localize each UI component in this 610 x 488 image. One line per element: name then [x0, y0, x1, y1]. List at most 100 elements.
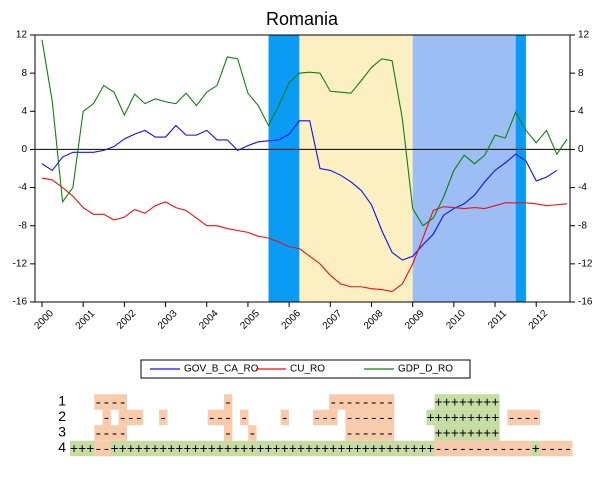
sign-cell	[450, 425, 460, 441]
sign-cell	[515, 409, 524, 426]
legend-label: GOV_B_CA_RO	[184, 364, 259, 375]
sign-cell	[102, 425, 111, 441]
y2-tick-label: -4	[578, 182, 587, 193]
sign-cell	[345, 425, 354, 441]
plot-frame	[34, 34, 571, 303]
sign-cell	[539, 440, 549, 457]
legend: GOV_B_CA_RO CU_RO GDP_D_RO	[140, 359, 471, 379]
y2-tick-label: 8	[578, 68, 584, 79]
y2-tick-label: 4	[578, 106, 584, 117]
sign-cell	[402, 440, 411, 457]
sign-cell	[515, 440, 524, 457]
row-label: 4	[58, 439, 66, 455]
sign-cell	[475, 440, 484, 457]
shaded-region	[412, 35, 516, 302]
sign-cell	[215, 440, 225, 457]
sign-cell	[466, 394, 476, 410]
sign-cell	[280, 409, 289, 426]
sign-cell	[491, 409, 500, 426]
sign-cell	[491, 394, 500, 410]
sign-cell	[223, 394, 233, 410]
legend-label: GDP_D_RO	[398, 364, 453, 375]
sign-cell	[248, 425, 257, 441]
chart-title: Romania	[266, 9, 339, 29]
sign-cell	[361, 425, 370, 441]
sign-cell	[434, 440, 443, 457]
sign-cell	[523, 440, 532, 457]
sign-cell	[483, 409, 492, 426]
sign-cell	[458, 425, 468, 441]
y-tick-label: -4	[18, 182, 27, 193]
sign-cell	[491, 425, 500, 441]
sign-cell	[369, 440, 379, 457]
x-tick-label: 2005	[238, 308, 262, 332]
sign-cell	[86, 440, 95, 457]
sign-cell	[556, 440, 565, 457]
row-signs: ---- - - ------ ++++++++	[70, 428, 572, 443]
sign-cell	[207, 409, 217, 426]
sign-cell	[499, 440, 508, 457]
sign-cell	[377, 394, 387, 410]
sign-cell	[321, 440, 330, 457]
sign-cell	[458, 394, 468, 410]
sign-cell	[94, 394, 103, 410]
y2-tick-label: -8	[578, 220, 587, 231]
sign-cell	[175, 440, 184, 457]
x-tick-label: 2006	[280, 308, 304, 332]
x-tick-label: 2000	[32, 308, 56, 332]
y-tick-label: -8	[18, 220, 27, 231]
sign-cell	[232, 440, 241, 457]
sign-cell	[288, 440, 298, 457]
legend-label: CU_RO	[290, 364, 325, 375]
sign-cell	[547, 440, 557, 457]
sign-cell	[418, 440, 427, 457]
shaded-region	[299, 35, 413, 302]
x-tick-label: 2007	[321, 308, 345, 332]
sign-cell	[199, 440, 208, 457]
sign-cell	[240, 409, 249, 426]
x-tick-label: 2003	[156, 308, 180, 332]
sign-cell	[167, 440, 176, 457]
sign-cell	[353, 440, 362, 457]
sign-cell	[523, 409, 532, 426]
x-tick-label: 2011	[486, 308, 509, 331]
sign-cell	[531, 440, 541, 457]
sign-cell	[466, 425, 476, 441]
x-tick-label: 2012	[527, 308, 551, 332]
sign-cell	[531, 409, 541, 426]
sign-cell	[353, 394, 362, 410]
sign-cell	[118, 440, 127, 457]
sign-cell	[442, 409, 451, 426]
sign-cell	[434, 394, 443, 410]
y-tick-label: -12	[13, 258, 28, 269]
sign-cell	[434, 425, 443, 441]
sign-cell	[385, 409, 395, 426]
y2-tick-label: -16	[578, 297, 593, 308]
sign-cell	[142, 440, 152, 457]
sign-cell	[280, 440, 289, 457]
sign-cell	[126, 409, 136, 426]
sign-cell	[102, 394, 111, 410]
sign-cell	[385, 394, 395, 410]
sign-cell	[272, 440, 281, 457]
sign-cell	[94, 425, 103, 441]
sign-cell	[491, 440, 500, 457]
sign-cell	[256, 440, 265, 457]
sign-cell	[102, 440, 111, 457]
sign-cell	[337, 394, 346, 410]
sign-cell	[475, 425, 484, 441]
sign-cell	[410, 440, 419, 457]
sign-cell	[337, 440, 346, 457]
sign-cell	[223, 440, 233, 457]
sign-cell	[369, 409, 379, 426]
sign-cell	[369, 394, 379, 410]
sign-cell	[458, 440, 468, 457]
sign-cell	[110, 440, 119, 457]
sign-cell	[507, 440, 516, 457]
sign-cell	[329, 409, 338, 426]
y-tick-label: 12	[16, 30, 28, 41]
sign-cell	[394, 440, 403, 457]
x-tick-label: 2008	[362, 308, 386, 332]
